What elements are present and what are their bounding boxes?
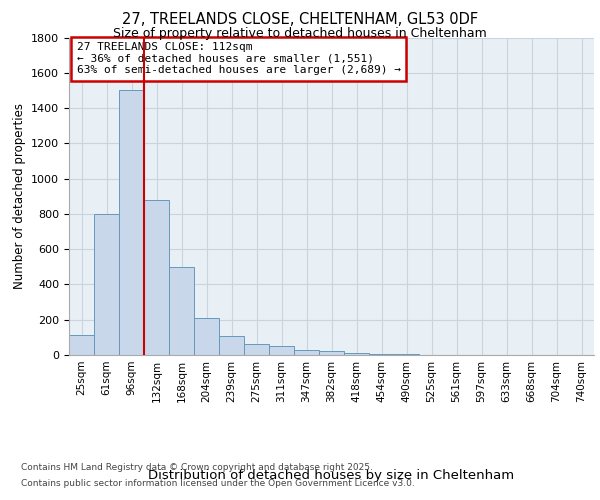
Bar xyxy=(169,267,194,355)
Text: 27, TREELANDS CLOSE, CHELTENHAM, GL53 0DF: 27, TREELANDS CLOSE, CHELTENHAM, GL53 0D… xyxy=(122,12,478,28)
Bar xyxy=(144,200,169,355)
Bar xyxy=(319,352,344,355)
X-axis label: Distribution of detached houses by size in Cheltenham: Distribution of detached houses by size … xyxy=(148,468,515,481)
Bar xyxy=(69,334,94,355)
Text: Contains HM Land Registry data © Crown copyright and database right 2025.: Contains HM Land Registry data © Crown c… xyxy=(21,464,373,472)
Y-axis label: Number of detached properties: Number of detached properties xyxy=(13,104,26,289)
Bar xyxy=(294,350,319,355)
Bar xyxy=(244,344,269,355)
Bar xyxy=(119,90,144,355)
Bar xyxy=(194,318,219,355)
Bar xyxy=(369,354,394,355)
Bar xyxy=(94,214,119,355)
Bar xyxy=(269,346,294,355)
Text: 27 TREELANDS CLOSE: 112sqm
← 36% of detached houses are smaller (1,551)
63% of s: 27 TREELANDS CLOSE: 112sqm ← 36% of deta… xyxy=(77,42,401,76)
Bar xyxy=(344,353,369,355)
Bar xyxy=(394,354,419,355)
Text: Size of property relative to detached houses in Cheltenham: Size of property relative to detached ho… xyxy=(113,28,487,40)
Text: Contains public sector information licensed under the Open Government Licence v3: Contains public sector information licen… xyxy=(21,478,415,488)
Bar xyxy=(219,336,244,355)
